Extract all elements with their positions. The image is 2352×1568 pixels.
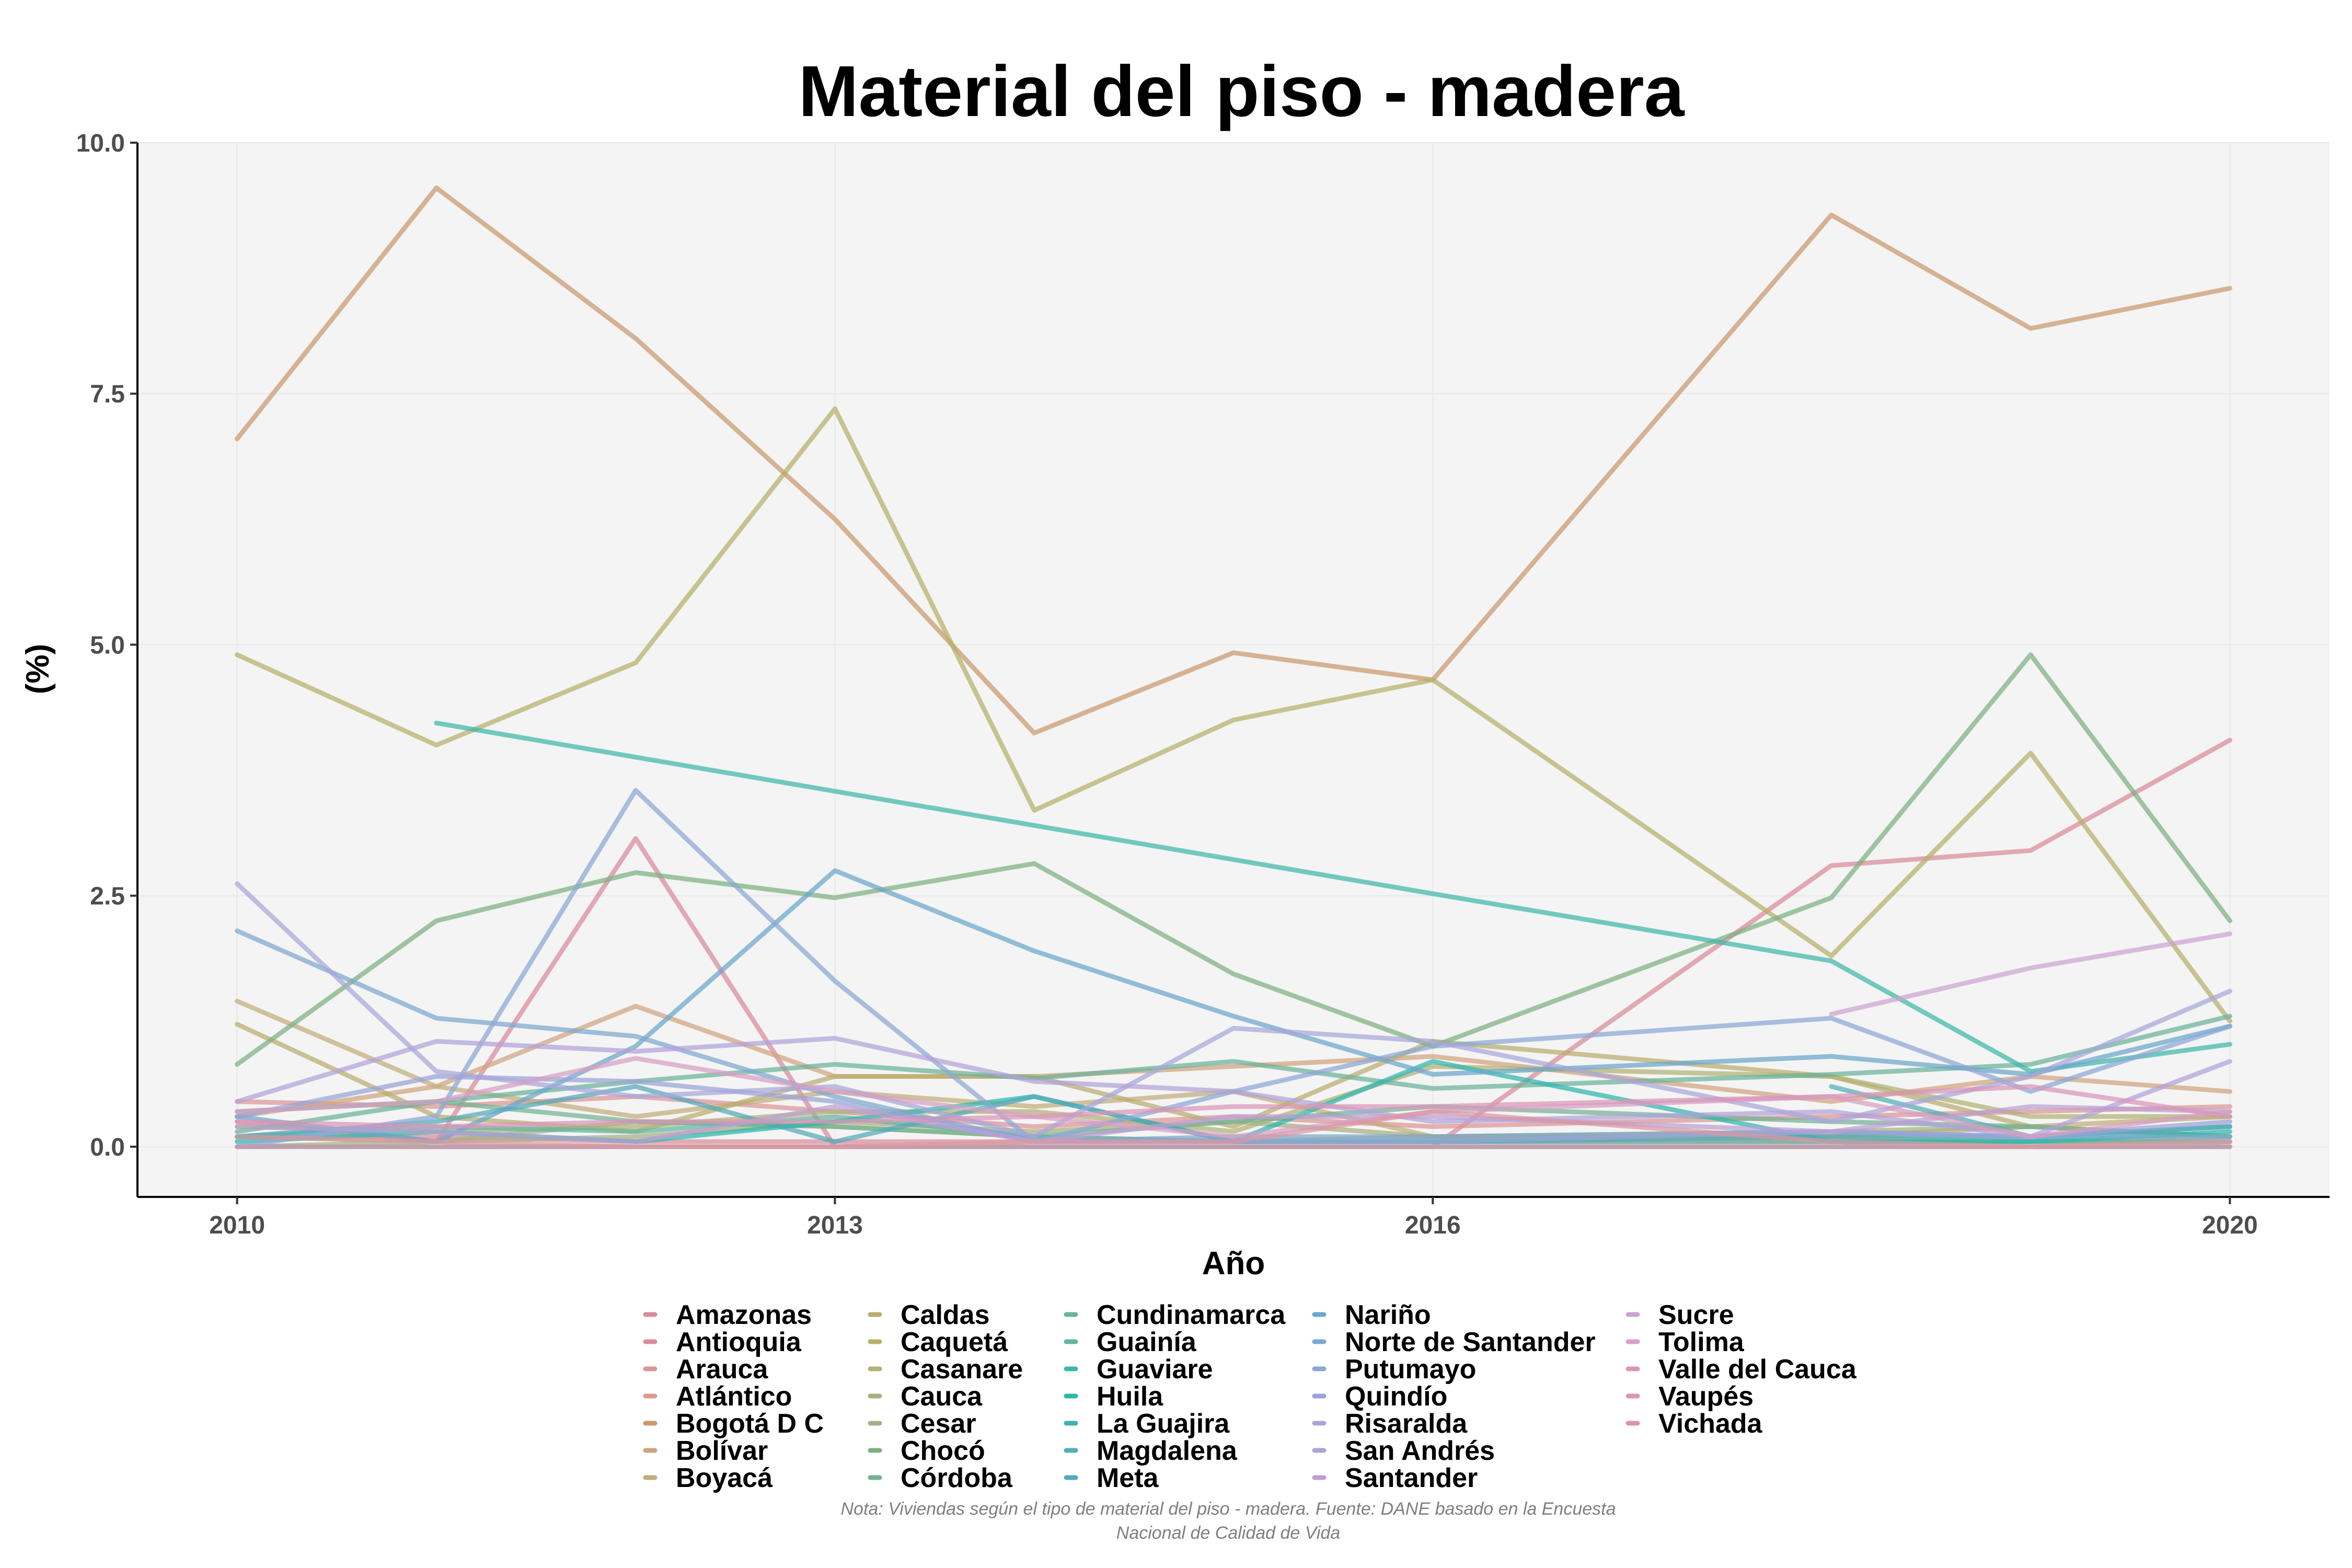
legend-label: Cesar [901,1409,976,1439]
legend-label: Guainía [1097,1327,1197,1357]
x-tick-label: 2013 [807,1212,863,1239]
y-ticks: 0.0 2.5 5.0 7.5 10.0 [76,130,137,1161]
source-note: Nota: Viviendas según el tipo de materia… [840,1499,1616,1543]
series-line [235,1104,2232,1144]
series-line [235,788,2232,1149]
x-tick-label: 2010 [209,1212,265,1239]
series-line [235,1084,2232,1129]
legend-label: Sucre [1658,1300,1734,1330]
series-line [235,406,2232,1024]
x-ticks: 2010 2013 2016 2020 [209,1197,2258,1239]
legend-label: Magdalena [1097,1436,1238,1466]
legend-label: Córdoba [901,1463,1013,1493]
y-tick-label: 5.0 [90,631,125,659]
series-line [235,185,2232,735]
plot-panel [137,143,2330,1197]
chart-title: Material del piso - madera [799,51,1685,132]
legend-label: Valle del Cauca [1658,1354,1857,1385]
legend-label: Bogotá D C [676,1409,824,1439]
series-line [235,1036,2232,1139]
legend-label: Bolívar [676,1436,768,1466]
series-line [235,1056,2232,1139]
series-lines [235,185,2232,1149]
y-axis-title: (%) [20,644,56,694]
legend-label: Antioquia [676,1327,802,1357]
y-tick-label: 0.0 [90,1134,125,1161]
legend-label: Casanare [901,1354,1023,1385]
series-line [235,1109,2232,1149]
series-line [235,881,2232,1139]
legend-label: Boyacá [676,1463,773,1493]
legend-label: Vichada [1658,1409,1763,1439]
legend-label: Meta [1097,1463,1159,1493]
x-tick-label: 2016 [1405,1212,1461,1239]
note-line: Nota: Viviendas según el tipo de materia… [840,1499,1616,1519]
legend-label: Santander [1345,1463,1478,1493]
legend-label: Amazonas [676,1300,812,1330]
x-tick-label: 2020 [2202,1212,2258,1239]
legend-label: Cauca [901,1381,983,1412]
legend-label: Caldas [901,1300,990,1330]
legend-label: Nariño [1345,1300,1431,1330]
axes [136,143,2330,1198]
note-line: Nacional de Calidad de Vida [1116,1523,1340,1543]
legend-label: Risaralda [1345,1409,1468,1439]
legend-label: Chocó [901,1436,985,1466]
x-axis-title: Año [1202,1246,1265,1282]
series-line [235,652,2232,1067]
legend-label: Caquetá [901,1327,1008,1357]
legend-label: Tolima [1658,1327,1745,1357]
legend-label: Arauca [676,1354,768,1385]
legend-label: Vaupés [1658,1381,1754,1412]
y-tick-label: 10.0 [76,130,125,157]
series-line [235,998,2232,1139]
legend-label: Cundinamarca [1097,1300,1286,1330]
legend-label: Huila [1097,1381,1163,1412]
legend-label: San Andrés [1345,1436,1495,1466]
legend-label: Atlántico [676,1381,792,1412]
legend-label: Putumayo [1345,1354,1476,1385]
legend-label: Norte de Santander [1345,1327,1596,1357]
legend-label: Guaviare [1097,1354,1213,1385]
legend-label: Quindío [1345,1381,1447,1412]
legend-label: La Guajira [1097,1409,1230,1439]
y-tick-label: 7.5 [90,381,125,408]
series-line [1829,931,2232,1017]
series-line [434,720,2232,1074]
series-line [235,1084,2232,1144]
series-line [235,868,2232,1144]
y-tick-label: 2.5 [90,883,125,910]
